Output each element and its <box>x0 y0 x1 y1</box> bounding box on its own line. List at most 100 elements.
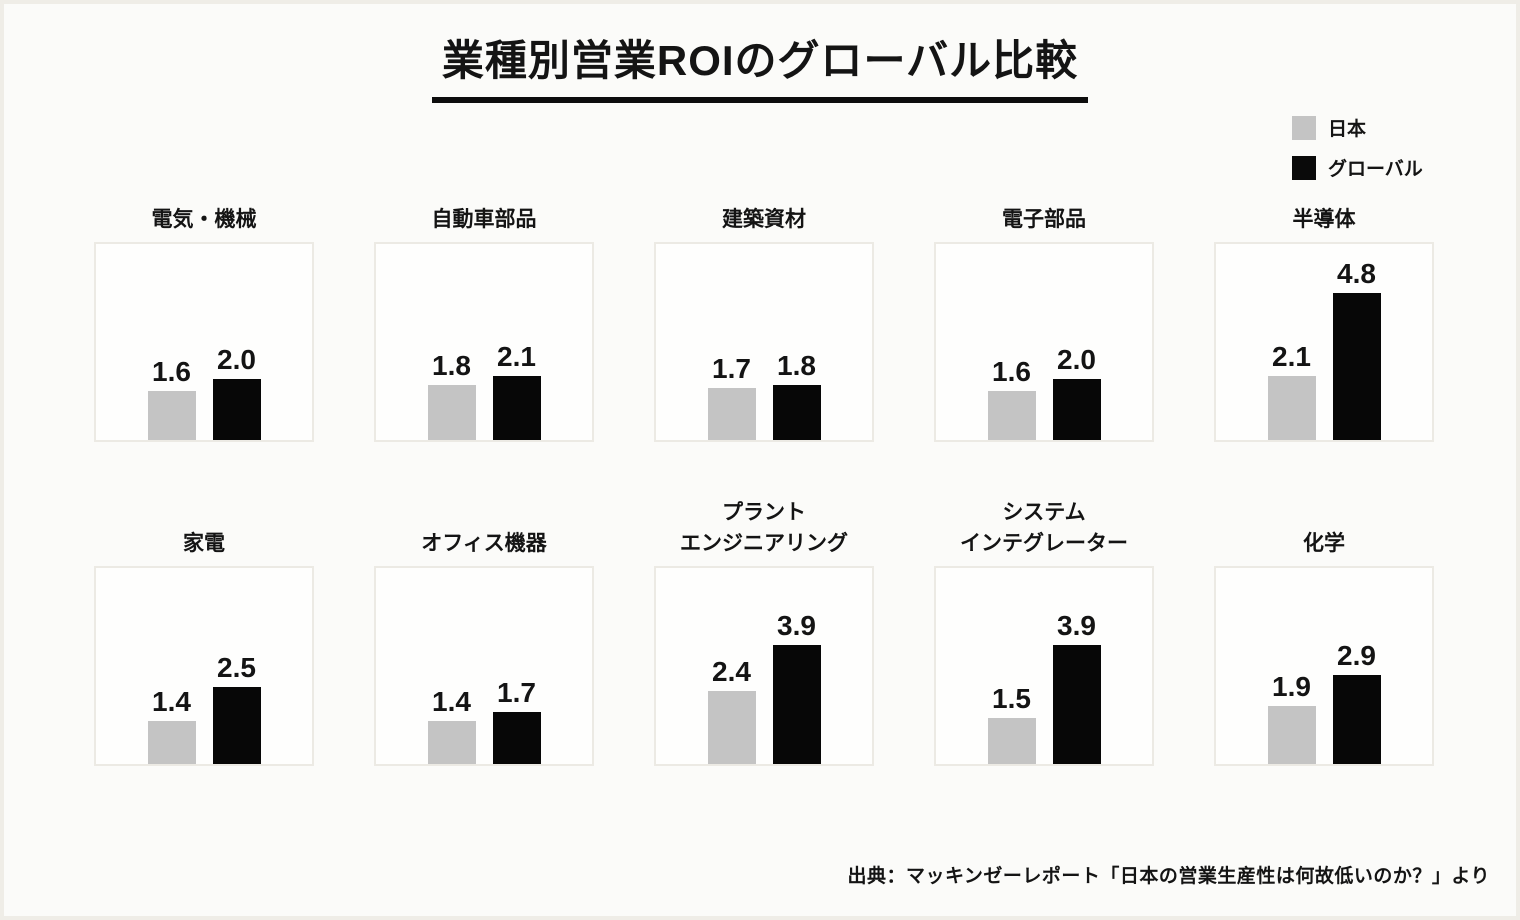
chart-title: システム インテグレーター <box>960 501 1128 555</box>
global-bar <box>772 645 821 764</box>
japan-bar <box>147 721 196 764</box>
global-bar-group: 2.0 <box>212 344 261 440</box>
global-bar-group: 4.8 <box>1332 258 1381 440</box>
japan-swatch-icon <box>1292 115 1316 140</box>
chart-plot-area: 2.1 4.8 <box>1214 242 1434 442</box>
legend-item-global: グローバル <box>1292 154 1423 181</box>
chart-plot-area: 1.9 2.9 <box>1214 566 1434 766</box>
global-bar <box>212 687 261 764</box>
chart-plot-area: 1.6 2.0 <box>94 242 314 442</box>
chart-title: 半導体 <box>1292 208 1356 231</box>
global-bar-group: 1.7 <box>492 677 541 764</box>
global-bar-group: 2.0 <box>1052 344 1101 440</box>
japan-value-label: 1.6 <box>992 356 1031 387</box>
global-value-label: 3.9 <box>1057 610 1096 641</box>
japan-value-label: 1.4 <box>152 686 191 717</box>
japan-bar-group: 2.4 <box>707 656 756 764</box>
global-bar-group: 2.9 <box>1332 640 1381 764</box>
global-bar <box>1052 379 1101 440</box>
japan-value-label: 1.7 <box>712 353 751 384</box>
japan-bar-group: 1.8 <box>427 350 476 440</box>
source-note: 出典：マッキンゼーレポート「日本の営業生産性は何故低いのか？」より <box>847 866 1490 887</box>
chart-plot-area: 1.4 2.5 <box>94 566 314 766</box>
chart-panel: 電子部品 1.6 2.0 <box>934 168 1154 442</box>
chart-panel: 化学 1.9 2.9 <box>1214 492 1434 766</box>
chart-plot-area: 1.5 3.9 <box>934 566 1154 766</box>
global-value-label: 2.0 <box>1057 344 1096 375</box>
chart-plot-area: 1.8 2.1 <box>374 242 594 442</box>
japan-value-label: 1.9 <box>1272 671 1311 702</box>
japan-bar-group: 2.1 <box>1267 341 1316 440</box>
global-bar <box>492 376 541 440</box>
japan-bar-group: 1.9 <box>1267 671 1316 764</box>
japan-bar-group: 1.4 <box>427 686 476 764</box>
global-bar-group: 2.5 <box>212 652 261 764</box>
global-value-label: 2.9 <box>1337 640 1376 671</box>
header: 業種別営業ROIのグローバル比較 <box>4 36 1516 104</box>
chart-panel: 電気・機械 1.6 2.0 <box>94 168 314 442</box>
japan-bar-group: 1.7 <box>707 353 756 440</box>
global-bar <box>1332 293 1381 440</box>
global-value-label: 2.0 <box>217 344 256 375</box>
global-value-label: 4.8 <box>1337 258 1376 289</box>
japan-value-label: 2.4 <box>712 656 751 687</box>
chart-title: オフィス機器 <box>421 532 547 555</box>
chart-title: 家電 <box>183 532 225 555</box>
global-value-label: 2.5 <box>217 652 256 683</box>
chart-panel: システム インテグレーター 1.5 3.9 <box>934 492 1154 766</box>
global-value-label: 3.9 <box>777 610 816 641</box>
global-bar <box>212 379 261 440</box>
chart-panel: プラント エンジニアリング 2.4 3.9 <box>654 492 874 766</box>
japan-value-label: 1.6 <box>152 356 191 387</box>
page-title: 業種別営業ROIのグローバル比較 <box>431 36 1089 104</box>
japan-bar <box>707 388 756 440</box>
chart-title: 建築資材 <box>722 208 806 231</box>
global-bar-group: 3.9 <box>772 610 821 764</box>
japan-bar <box>427 385 476 440</box>
japan-bar <box>427 721 476 764</box>
chart-title: 電子部品 <box>1002 208 1086 231</box>
legend-item-japan: 日本 <box>1292 114 1423 141</box>
global-value-label: 1.8 <box>777 350 816 381</box>
japan-value-label: 1.4 <box>432 686 471 717</box>
chart-plot-area: 1.7 1.8 <box>654 242 874 442</box>
japan-bar <box>1267 706 1316 764</box>
chart-panel: 家電 1.4 2.5 <box>94 492 314 766</box>
chart-title: 電気・機械 <box>151 208 257 231</box>
global-bar <box>1052 645 1101 764</box>
chart-panel: 自動車部品 1.8 2.1 <box>374 168 594 442</box>
global-swatch-icon <box>1292 155 1316 180</box>
chart-plot-area: 2.4 3.9 <box>654 566 874 766</box>
chart-title: 自動車部品 <box>431 208 537 231</box>
chart-panel: オフィス機器 1.4 1.7 <box>374 492 594 766</box>
japan-value-label: 2.1 <box>1272 341 1311 372</box>
chart-panel: 半導体 2.1 4.8 <box>1214 168 1434 442</box>
global-bar <box>492 712 541 764</box>
global-bar <box>772 385 821 440</box>
japan-bar-group: 1.4 <box>147 686 196 764</box>
japan-bar-group: 1.6 <box>147 356 196 440</box>
japan-bar <box>1267 376 1316 440</box>
japan-bar-group: 1.6 <box>987 356 1036 440</box>
japan-bar <box>147 391 196 440</box>
global-value-label: 1.7 <box>497 677 536 708</box>
japan-bar <box>987 718 1036 764</box>
chart-title: 化学 <box>1303 532 1345 555</box>
chart-title: プラント エンジニアリング <box>680 501 848 555</box>
japan-bar-group: 1.5 <box>987 685 1036 764</box>
charts-grid: 電気・機械 1.6 2.0 自動車部品 1.8 2.1 建築資材 <box>94 168 1434 766</box>
global-bar <box>1332 675 1381 764</box>
legend-label: 日本 <box>1328 119 1367 140</box>
chart-plot-area: 1.4 1.7 <box>374 566 594 766</box>
chart-plot-area: 1.6 2.0 <box>934 242 1154 442</box>
chart-panel: 建築資材 1.7 1.8 <box>654 168 874 442</box>
legend: 日本 グローバル <box>1292 114 1423 181</box>
japan-value-label: 1.8 <box>432 350 471 381</box>
japan-bar <box>707 691 756 764</box>
japan-bar <box>987 391 1036 440</box>
global-value-label: 2.1 <box>497 341 536 372</box>
global-bar-group: 3.9 <box>1052 610 1101 764</box>
legend-label: グローバル <box>1328 159 1423 180</box>
global-bar-group: 1.8 <box>772 350 821 440</box>
